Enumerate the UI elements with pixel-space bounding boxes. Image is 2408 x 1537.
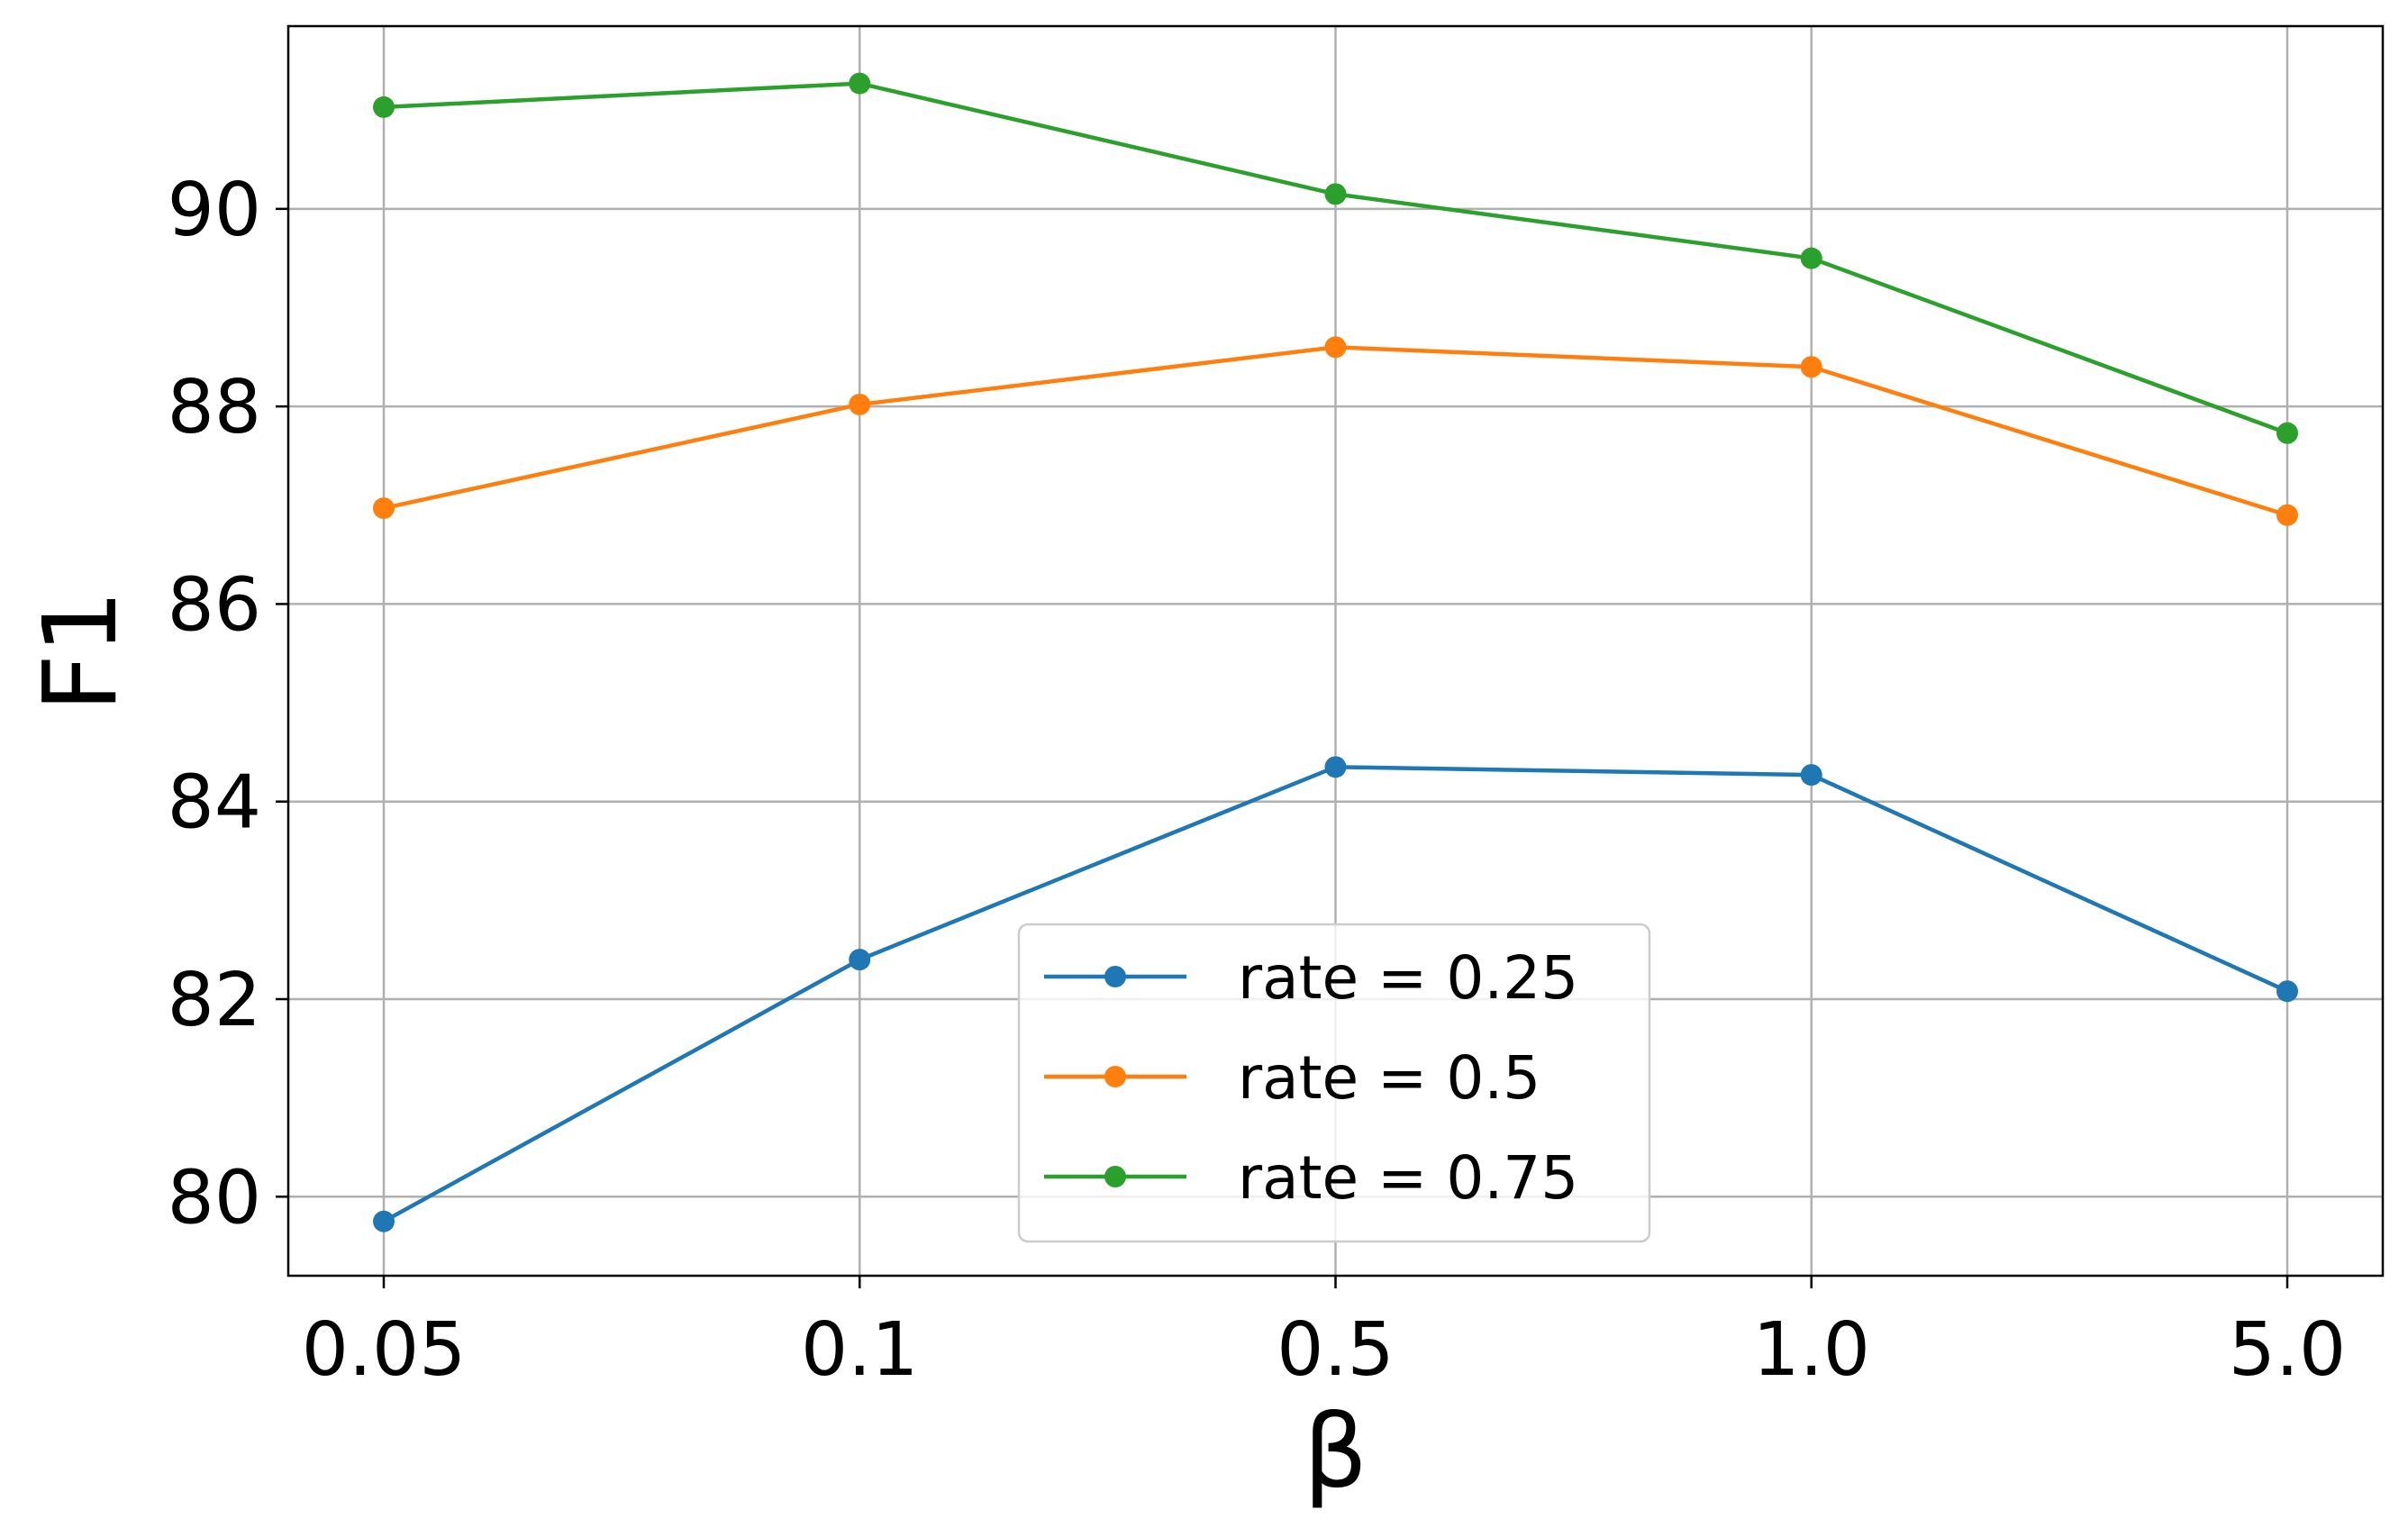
y-tick-label: 90 — [168, 168, 261, 253]
x-axis-label: β — [1304, 1394, 1368, 1511]
data-point-rate-0-5 — [849, 393, 871, 415]
legend-swatch-marker — [1104, 966, 1126, 987]
legend: rate = 0.25 rate = 0.5 rate = 0.75 — [1017, 923, 1651, 1243]
y-axis-label: F1 — [23, 590, 140, 713]
data-point-rate-0-5 — [1800, 356, 1822, 378]
legend-label: rate = 0.75 — [1238, 1143, 1578, 1213]
legend-label: rate = 0.5 — [1238, 1043, 1540, 1113]
legend-swatch-marker — [1104, 1066, 1126, 1087]
y-tick-label: 82 — [168, 958, 261, 1043]
data-point-rate-0-25 — [373, 1210, 395, 1232]
y-tick-label: 84 — [168, 760, 261, 846]
data-point-rate-0-25 — [2276, 980, 2298, 1003]
y-tick-label: 80 — [168, 1155, 261, 1241]
x-tick-label: 0.05 — [302, 1307, 467, 1393]
x-tick-label: 0.1 — [801, 1307, 918, 1393]
x-tick-label: 0.5 — [1277, 1307, 1394, 1393]
data-point-rate-0-75 — [2276, 422, 2298, 444]
tick-labels: 0.05 0.1 0.5 1.0 5.0 80 82 84 86 88 90 — [168, 168, 2347, 1393]
legend-label: rate = 0.25 — [1238, 943, 1578, 1013]
data-point-rate-0-5 — [373, 497, 395, 520]
data-point-rate-0-5 — [1324, 336, 1347, 359]
data-point-rate-0-25 — [849, 949, 871, 971]
data-point-rate-0-75 — [1324, 183, 1347, 205]
grid — [288, 26, 2383, 1276]
data-point-rate-0-75 — [849, 72, 871, 95]
data-point-rate-0-25 — [1800, 764, 1822, 787]
x-tick-label: 1.0 — [1753, 1307, 1870, 1393]
legend-box — [1017, 923, 1651, 1243]
data-point-rate-0-5 — [2276, 504, 2298, 526]
x-tick-label: 5.0 — [2229, 1307, 2346, 1393]
y-tick-label: 86 — [168, 562, 261, 648]
series-layer — [373, 72, 2298, 1232]
data-point-rate-0-25 — [1324, 756, 1347, 778]
legend-swatch-marker — [1104, 1166, 1126, 1187]
data-point-rate-0-75 — [373, 95, 395, 118]
y-tick-label: 88 — [168, 365, 261, 450]
data-point-rate-0-75 — [1800, 247, 1822, 269]
